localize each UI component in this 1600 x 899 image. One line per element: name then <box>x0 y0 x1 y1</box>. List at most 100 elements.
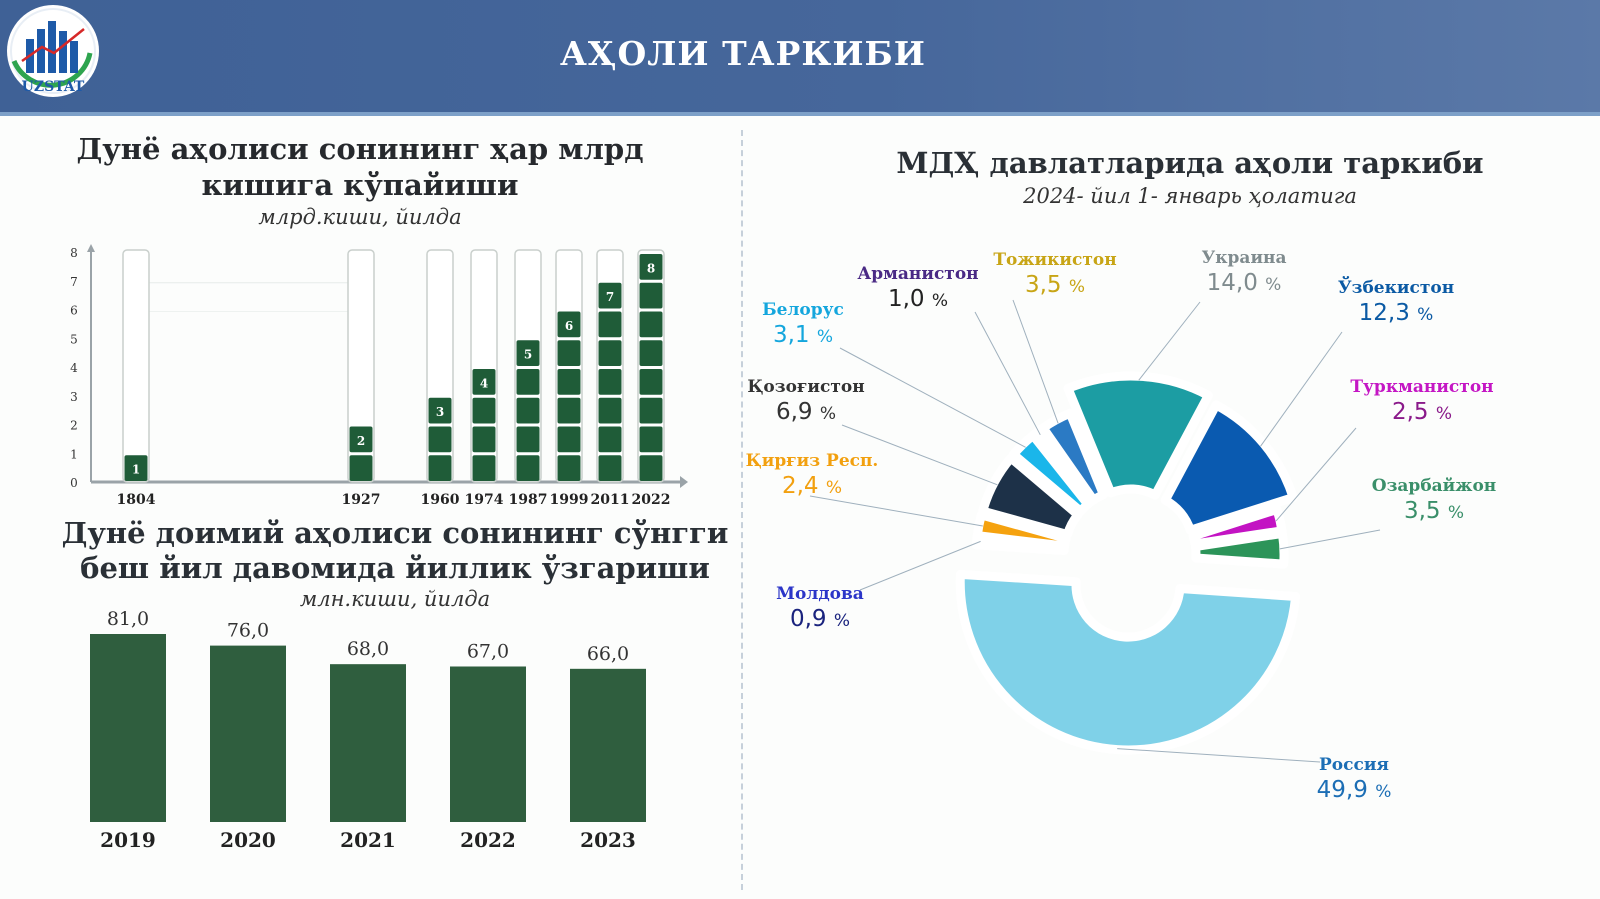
bar-segment <box>598 455 622 481</box>
x-tick-label: 1987 <box>509 492 548 508</box>
pie-label-value: 49,9 % <box>1316 777 1392 803</box>
y-tick-label: 5 <box>70 332 78 346</box>
y-tick-label: 6 <box>70 304 78 318</box>
cis-population-pie <box>809 299 1381 763</box>
bar-segment <box>639 369 663 395</box>
bar-segment <box>349 426 373 453</box>
bar <box>330 664 406 822</box>
annual-change-chart: 81,0 2019 76,0 2020 68,0 2021 67,0 2022 66,0 2023 <box>90 608 646 852</box>
x-tick-label: 1927 <box>342 492 381 508</box>
bar-segment <box>349 455 373 481</box>
bar <box>450 666 526 822</box>
bar-value-label: 3 <box>436 405 444 419</box>
header-banner <box>0 0 1600 112</box>
pie-label: Ўзбекистон 12,3 % <box>1338 278 1454 326</box>
leader-line <box>974 311 1041 436</box>
chart2-title-line1: Дунё доимий аҳолиси сонининг сўнгги <box>61 516 729 550</box>
chart2-title-line2: беш йил давомида йиллик ўзгариши <box>80 551 710 585</box>
pie-label-value: 14,0 % <box>1206 270 1282 296</box>
pie-label: Белорус 3,1 % <box>762 300 844 348</box>
bar-segment <box>557 369 581 395</box>
x-tick-label: 2021 <box>340 828 396 852</box>
bar-segment <box>639 426 663 453</box>
bar-segment <box>516 397 540 424</box>
y-axis-arrow <box>87 244 95 252</box>
pie-label-value: 0,9 % <box>789 606 851 632</box>
chart1-title-line1: Дунё аҳолиси сонининг ҳар млрд <box>76 132 644 166</box>
pie-label: Молдова 0,9 % <box>776 584 864 632</box>
bar-segment <box>639 397 663 424</box>
pie-label-value: 3,5 % <box>1024 272 1086 298</box>
bar-segment <box>516 455 540 481</box>
bar-segment <box>598 282 622 309</box>
pie-label-value: 2,5 % <box>1391 399 1453 425</box>
bar-segment <box>516 426 540 453</box>
bar-segment <box>516 369 540 395</box>
y-tick-label: 1 <box>70 447 78 461</box>
bar-data-label: 66,0 <box>587 643 629 665</box>
pie-label-name: Тожикистон <box>993 250 1117 270</box>
header-underline <box>0 112 1600 116</box>
pie-label: Россия 49,9 % <box>1317 755 1392 803</box>
chart3-subtitle: 2024- йил 1- январь ҳолатига <box>1023 184 1357 208</box>
pie-slice <box>1190 528 1289 569</box>
x-tick-label: 2019 <box>100 828 156 852</box>
pie-label-name: Молдова <box>776 584 864 604</box>
bar-value-label: 1 <box>132 463 140 477</box>
pie-label: Қирғиз Респ. 2,4 % <box>746 451 879 499</box>
bar-segment <box>639 311 663 338</box>
bar-segment <box>598 426 622 453</box>
pie-label-unit: % <box>1417 305 1434 325</box>
pie-label: Тожикистон 3,5 % <box>993 250 1116 298</box>
x-tick-label: 1804 <box>117 492 156 508</box>
bar-segment <box>598 340 622 366</box>
bar-segment <box>557 397 581 424</box>
leader-line <box>1117 748 1321 763</box>
page-title: АҲОЛИ ТАРКИБИ <box>560 34 926 73</box>
pie-label: Арманистон 1,0 % <box>857 264 978 312</box>
bar-data-label: 68,0 <box>347 638 389 660</box>
pie-label-unit: % <box>825 478 843 498</box>
billion-growth-chart: 0 1 2 3 4 5 6 7 8 1 1804 2 1927 3 1960 4 1974 5 1987 6 1999 7… <box>70 244 688 508</box>
bar-segment <box>639 455 663 481</box>
bar-data-label: 76,0 <box>227 620 269 642</box>
leader-line <box>839 347 1026 448</box>
x-tick-label: 2011 <box>591 492 630 508</box>
bar-value-label: 8 <box>647 261 655 275</box>
bar <box>570 668 646 822</box>
pie-label-unit: % <box>819 404 837 424</box>
bar-outline <box>347 249 375 483</box>
pie-label-name: Озарбайжон <box>1371 476 1497 496</box>
leader-line <box>859 540 981 591</box>
bar-outline <box>426 249 454 483</box>
bar-data-label: 67,0 <box>467 640 509 662</box>
pie-label-unit: % <box>931 291 949 311</box>
pie-label: Туркманистон 2,5 % <box>1350 377 1493 425</box>
bar-segment <box>557 311 581 338</box>
bar-segment <box>557 426 581 453</box>
bar-segment <box>428 426 452 453</box>
pie-label-name: Украина <box>1201 248 1287 268</box>
bar-segment <box>472 455 496 481</box>
pie-label-name: Қозоғистон <box>747 377 865 397</box>
y-tick-label: 7 <box>70 275 78 289</box>
y-tick-label: 2 <box>70 419 78 433</box>
bar-segment <box>557 455 581 481</box>
pie-label: Қозоғистон 6,9 % <box>747 377 864 425</box>
bar-value-label: 7 <box>606 290 614 304</box>
chart2-subtitle: млн.киши, йилда <box>299 587 491 611</box>
y-tick-label: 8 <box>70 246 78 260</box>
x-tick-label: 2022 <box>460 828 516 852</box>
pie-label-name: Туркманистон <box>1350 377 1494 397</box>
x-axis-arrow <box>680 476 688 488</box>
chart1-subtitle: млрд.киши, йилда <box>258 205 462 229</box>
bar-segment <box>639 254 663 280</box>
pie-label: Озарбайжон 3,5 % <box>1372 476 1496 524</box>
pie-label-name: Белорус <box>762 300 844 320</box>
pie-label-name: Ўзбекистон <box>1337 278 1455 298</box>
x-tick-label: 2022 <box>632 492 671 508</box>
pie-slice <box>1160 400 1298 535</box>
leader-line <box>1260 331 1343 447</box>
leader-line <box>841 424 998 486</box>
pie-label-unit: % <box>1068 277 1086 297</box>
